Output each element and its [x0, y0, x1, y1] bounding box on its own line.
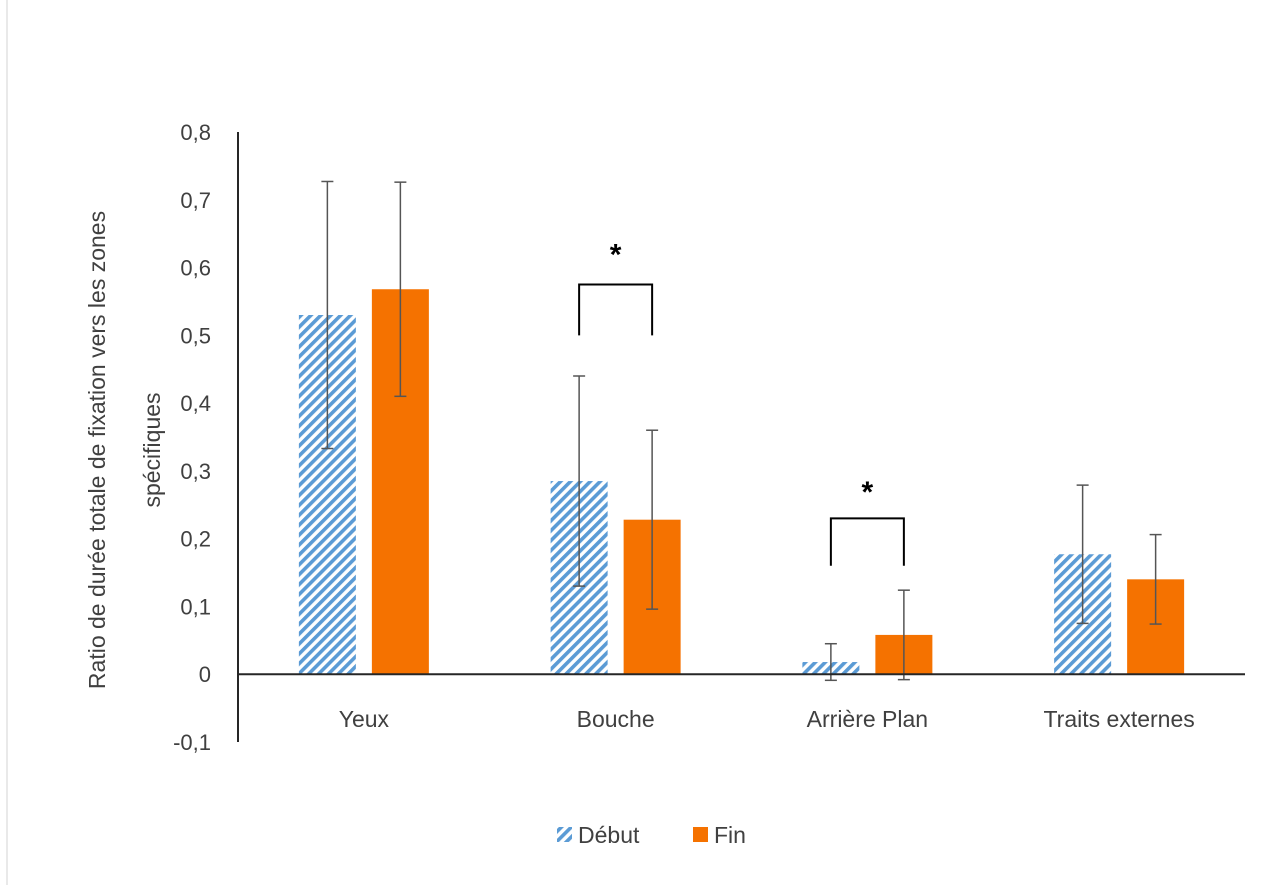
y-tick-label: 0,4 — [180, 391, 211, 416]
y-tick-label: 0 — [199, 662, 211, 687]
x-category-label: Traits externes — [1043, 706, 1194, 732]
x-category-label: Arrière Plan — [807, 706, 928, 732]
y-tick-label: 0,3 — [180, 459, 211, 484]
y-tick-label: -0,1 — [173, 730, 211, 755]
error-bar-fin-0 — [394, 181, 407, 398]
error-bar-debut-0 — [321, 180, 334, 450]
legend: Début Fin — [557, 822, 746, 848]
x-category-label: Bouche — [577, 706, 655, 732]
legend-label: Fin — [714, 822, 746, 848]
y-axis-label-line2: spécifiques — [139, 392, 165, 507]
significance-star: * — [610, 239, 622, 272]
error-bar-fin-2 — [897, 589, 910, 681]
y-axis-label-line1: Ratio de durée totale de fixation vers l… — [84, 211, 110, 689]
significance-bracket-1: * — [829, 476, 905, 566]
frame-edge — [6, 0, 8, 885]
y-axis-ticks: -0,1 0 0,1 0,2 0,3 0,4 0,5 0,6 0,7 0,8 — [173, 120, 211, 755]
bar-series — [298, 289, 1185, 675]
x-axis-category-labels: Yeux Bouche Arrière Plan Traits externes — [339, 706, 1195, 732]
y-axis-label: Ratio de durée totale de fixation vers l… — [84, 211, 165, 689]
significance-bracket-0: * — [578, 239, 654, 336]
legend-swatch — [693, 827, 708, 842]
significance-star: * — [862, 476, 874, 509]
legend-item-debut: Début — [557, 822, 640, 848]
y-tick-label: 0,6 — [180, 256, 211, 281]
y-tick-label: 0,2 — [180, 527, 211, 552]
y-tick-label: 0,1 — [180, 594, 211, 619]
error-bar-fin-1 — [646, 429, 659, 610]
error-bar-debut-1 — [573, 375, 586, 587]
legend-item-fin: Fin — [693, 822, 746, 848]
error-bars — [321, 180, 1162, 682]
y-tick-label: 0,5 — [180, 323, 211, 348]
legend-swatch — [557, 827, 572, 842]
error-bar-fin-3 — [1149, 533, 1162, 625]
error-bar-debut-3 — [1076, 484, 1089, 625]
significance-markers: ** — [578, 239, 905, 566]
legend-label: Début — [578, 822, 640, 848]
y-tick-label: 0,8 — [180, 120, 211, 145]
x-category-label: Yeux — [339, 706, 390, 732]
y-tick-label: 0,7 — [180, 188, 211, 213]
